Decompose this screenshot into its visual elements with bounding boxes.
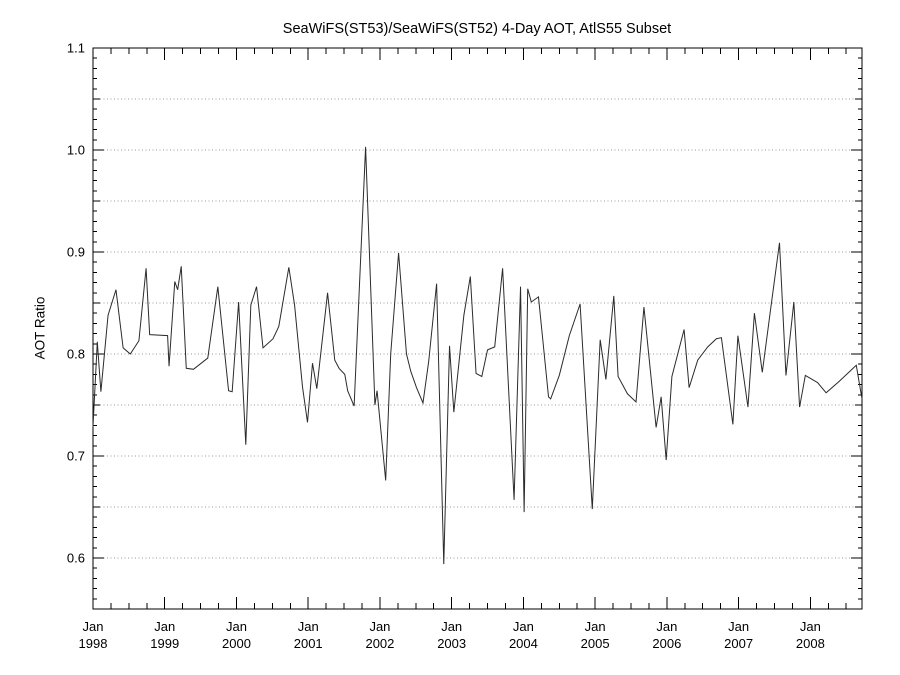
x-tick-label-month: Jan xyxy=(298,619,319,634)
x-tick-label-year: 2001 xyxy=(294,636,323,651)
x-tick-label-year: 2003 xyxy=(437,636,466,651)
x-tick-label-month: Jan xyxy=(441,619,462,634)
x-tick-label-month: Jan xyxy=(226,619,247,634)
y-tick-label: 1.1 xyxy=(67,41,85,56)
x-tick-label-month: Jan xyxy=(369,619,390,634)
x-tick-label-year: 2006 xyxy=(652,636,681,651)
x-tick-label-month: Jan xyxy=(800,619,821,634)
x-tick-label-year: 2005 xyxy=(581,636,610,651)
plot-border xyxy=(92,47,863,610)
x-tick-label-month: Jan xyxy=(728,619,749,634)
y-tick-label: 0.7 xyxy=(67,449,85,464)
x-tick-label-month: Jan xyxy=(585,619,606,634)
x-tick-label-year: 2007 xyxy=(724,636,753,651)
y-tick-label: 0.6 xyxy=(67,551,85,566)
x-tick-label-month: Jan xyxy=(513,619,534,634)
x-tick-label-year: 2000 xyxy=(222,636,251,651)
x-tick-label-year: 2002 xyxy=(365,636,394,651)
y-tick-label: 1.0 xyxy=(67,143,85,158)
x-tick-label-month: Jan xyxy=(656,619,677,634)
x-tick-label-year: 1998 xyxy=(79,636,108,651)
x-tick-label-year: 2004 xyxy=(509,636,538,651)
y-tick-label: 0.8 xyxy=(67,347,85,362)
chart-title: SeaWiFS(ST53)/SeaWiFS(ST52) 4-Day AOT, A… xyxy=(282,21,672,37)
y-axis-title: AOT Ratio xyxy=(32,296,48,360)
aot-ratio-series-line xyxy=(92,146,863,565)
y-tick-label: 0.9 xyxy=(67,245,85,260)
x-tick-label-year: 1999 xyxy=(150,636,179,651)
x-tick-label-month: Jan xyxy=(83,619,104,634)
x-tick-label-year: 2008 xyxy=(796,636,825,651)
x-tick-label-month: Jan xyxy=(154,619,175,634)
